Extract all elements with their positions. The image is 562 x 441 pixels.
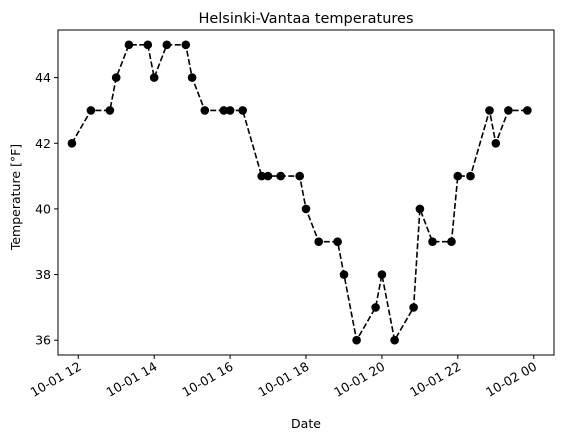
data-point <box>276 171 286 181</box>
data-point <box>428 237 437 246</box>
series-temperature <box>67 40 532 345</box>
data-point <box>485 106 494 115</box>
data-point <box>219 106 229 115</box>
data-point <box>314 237 324 246</box>
x-tick-label: 10-01 22 <box>407 359 463 400</box>
data-point <box>377 270 387 279</box>
x-axis-label: Date <box>291 416 321 431</box>
data-point <box>111 73 121 82</box>
x-tick-label: 10-01 18 <box>255 359 311 400</box>
data-point <box>162 40 172 50</box>
data-point <box>333 237 342 246</box>
data-point <box>295 171 305 181</box>
data-point <box>371 303 380 312</box>
data-point <box>181 40 191 50</box>
data-point <box>447 237 456 246</box>
data-point <box>523 106 532 115</box>
data-point <box>466 171 475 181</box>
data-point <box>124 40 134 50</box>
data-point <box>453 171 463 181</box>
chart-title: Helsinki-Vantaa temperatures <box>198 11 413 27</box>
data-point <box>409 303 418 312</box>
data-point <box>225 106 235 115</box>
data-point <box>263 171 273 181</box>
x-tick-label: 10-02 00 <box>483 359 539 400</box>
data-point <box>491 139 501 148</box>
x-tick-label: 10-01 16 <box>179 359 235 400</box>
data-point <box>149 73 159 82</box>
y-tick-label: 42 <box>35 136 51 151</box>
y-axis-label: Temperature [°F] <box>8 144 23 251</box>
y-tick-label: 36 <box>35 333 51 348</box>
y-tick-label: 40 <box>35 201 51 216</box>
y-axis: 36 38 40 42 44 <box>35 70 58 348</box>
data-point <box>238 106 247 115</box>
data-point <box>504 106 513 115</box>
data-point <box>105 106 115 115</box>
x-tick-label: 10-01 12 <box>28 359 84 400</box>
data-point <box>143 40 153 50</box>
data-point <box>415 204 425 214</box>
data-point <box>390 335 399 345</box>
plot-frame <box>57 29 555 356</box>
x-tick-label: 10-01 20 <box>331 359 387 400</box>
data-point <box>67 139 77 148</box>
data-point <box>339 270 349 279</box>
data-point <box>257 171 267 181</box>
x-tick-label: 10-01 14 <box>103 359 159 400</box>
data-point <box>301 204 311 214</box>
data-point <box>352 335 361 345</box>
x-axis: 10-01 12 10-01 14 10-01 16 10-01 18 10-01 20… <box>28 355 539 400</box>
data-point <box>187 73 197 82</box>
data-point <box>86 106 96 115</box>
y-tick-label: 44 <box>35 70 51 85</box>
data-point <box>200 106 210 115</box>
y-tick-label: 38 <box>35 267 51 282</box>
series-line <box>71 43 528 342</box>
